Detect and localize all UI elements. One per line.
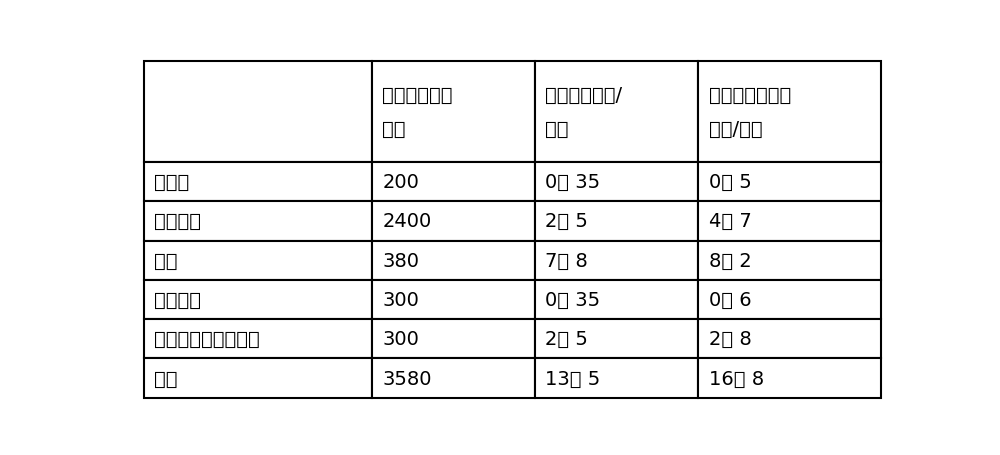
Bar xyxy=(535,319,698,359)
Bar xyxy=(372,162,535,202)
Text: 污泥处理、连接单元: 污泥处理、连接单元 xyxy=(154,329,260,349)
Text: 200: 200 xyxy=(382,172,419,192)
Bar xyxy=(535,202,698,241)
Bar xyxy=(144,202,372,241)
Bar xyxy=(698,359,881,398)
Bar xyxy=(144,162,372,202)
Text: 2400: 2400 xyxy=(382,212,431,231)
Bar xyxy=(698,61,881,162)
Text: 0． 35: 0． 35 xyxy=(545,290,600,309)
Bar xyxy=(144,280,372,319)
Text: 活性沙滤: 活性沙滤 xyxy=(154,290,201,309)
Text: 0． 6: 0． 6 xyxy=(709,290,751,309)
Text: 2． 8: 2． 8 xyxy=(709,329,751,349)
Text: 0． 35: 0． 35 xyxy=(545,172,600,192)
Bar xyxy=(144,241,372,280)
Bar xyxy=(144,319,372,359)
Bar xyxy=(372,202,535,241)
Text: 固定投资（万
元）: 固定投资（万 元） xyxy=(382,86,453,138)
Text: 3580: 3580 xyxy=(382,369,432,388)
Bar xyxy=(535,359,698,398)
Bar xyxy=(372,241,535,280)
Text: 芬顿: 芬顿 xyxy=(154,251,178,270)
Bar xyxy=(698,319,881,359)
Text: 全生命周期成本
（元/吨）: 全生命周期成本 （元/吨） xyxy=(709,86,791,138)
Bar xyxy=(535,280,698,319)
Text: 300: 300 xyxy=(382,290,419,309)
Text: 2． 5: 2． 5 xyxy=(545,329,588,349)
Bar xyxy=(535,241,698,280)
Text: 磁分离: 磁分离 xyxy=(154,172,190,192)
Text: 8． 2: 8． 2 xyxy=(709,251,751,270)
Bar xyxy=(372,280,535,319)
Text: 7． 8: 7． 8 xyxy=(545,251,588,270)
Text: 0． 5: 0． 5 xyxy=(709,172,751,192)
Bar xyxy=(698,162,881,202)
Text: 380: 380 xyxy=(382,251,419,270)
Bar xyxy=(372,61,535,162)
Bar xyxy=(535,162,698,202)
Bar xyxy=(372,319,535,359)
Bar xyxy=(698,241,881,280)
Text: 生化系统: 生化系统 xyxy=(154,212,201,231)
Bar xyxy=(144,61,372,162)
Text: 2． 5: 2． 5 xyxy=(545,212,588,231)
Bar xyxy=(698,202,881,241)
Text: 300: 300 xyxy=(382,329,419,349)
Text: 13． 5: 13． 5 xyxy=(545,369,601,388)
Bar xyxy=(144,359,372,398)
Text: 运行费用（元/
吨）: 运行费用（元/ 吨） xyxy=(545,86,622,138)
Bar xyxy=(372,359,535,398)
Text: 16． 8: 16． 8 xyxy=(709,369,764,388)
Text: 合计: 合计 xyxy=(154,369,178,388)
Text: 4． 7: 4． 7 xyxy=(709,212,751,231)
Bar xyxy=(535,61,698,162)
Bar xyxy=(698,280,881,319)
